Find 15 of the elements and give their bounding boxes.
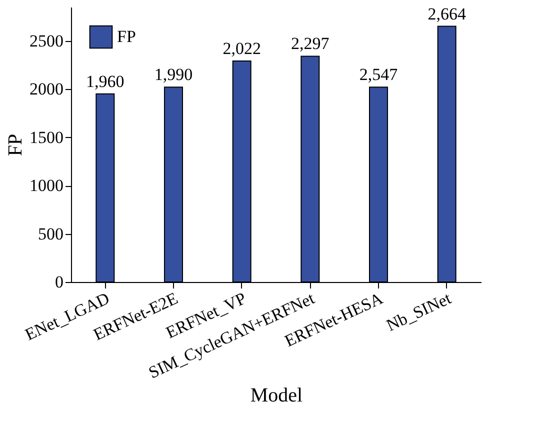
text: 2,022 xyxy=(222,39,261,58)
y-tick-label: 2000 xyxy=(30,80,64,99)
y-axis-title: FP xyxy=(4,134,26,156)
y-tick-label: 1000 xyxy=(30,176,64,196)
legend-label: FP xyxy=(117,27,136,46)
y-tick-label: 0 xyxy=(55,272,64,292)
x-axis-title: Model xyxy=(250,384,304,406)
y-tick-label: 1500 xyxy=(30,128,64,147)
text: 2,547 xyxy=(359,65,398,84)
text: 1,960 xyxy=(86,72,124,91)
text: 2,664 xyxy=(428,4,466,24)
text: 1,990 xyxy=(154,65,193,84)
y-tick-label: 500 xyxy=(38,224,64,244)
y-tick-label: 2500 xyxy=(30,31,64,50)
text: 2,297 xyxy=(291,34,330,54)
